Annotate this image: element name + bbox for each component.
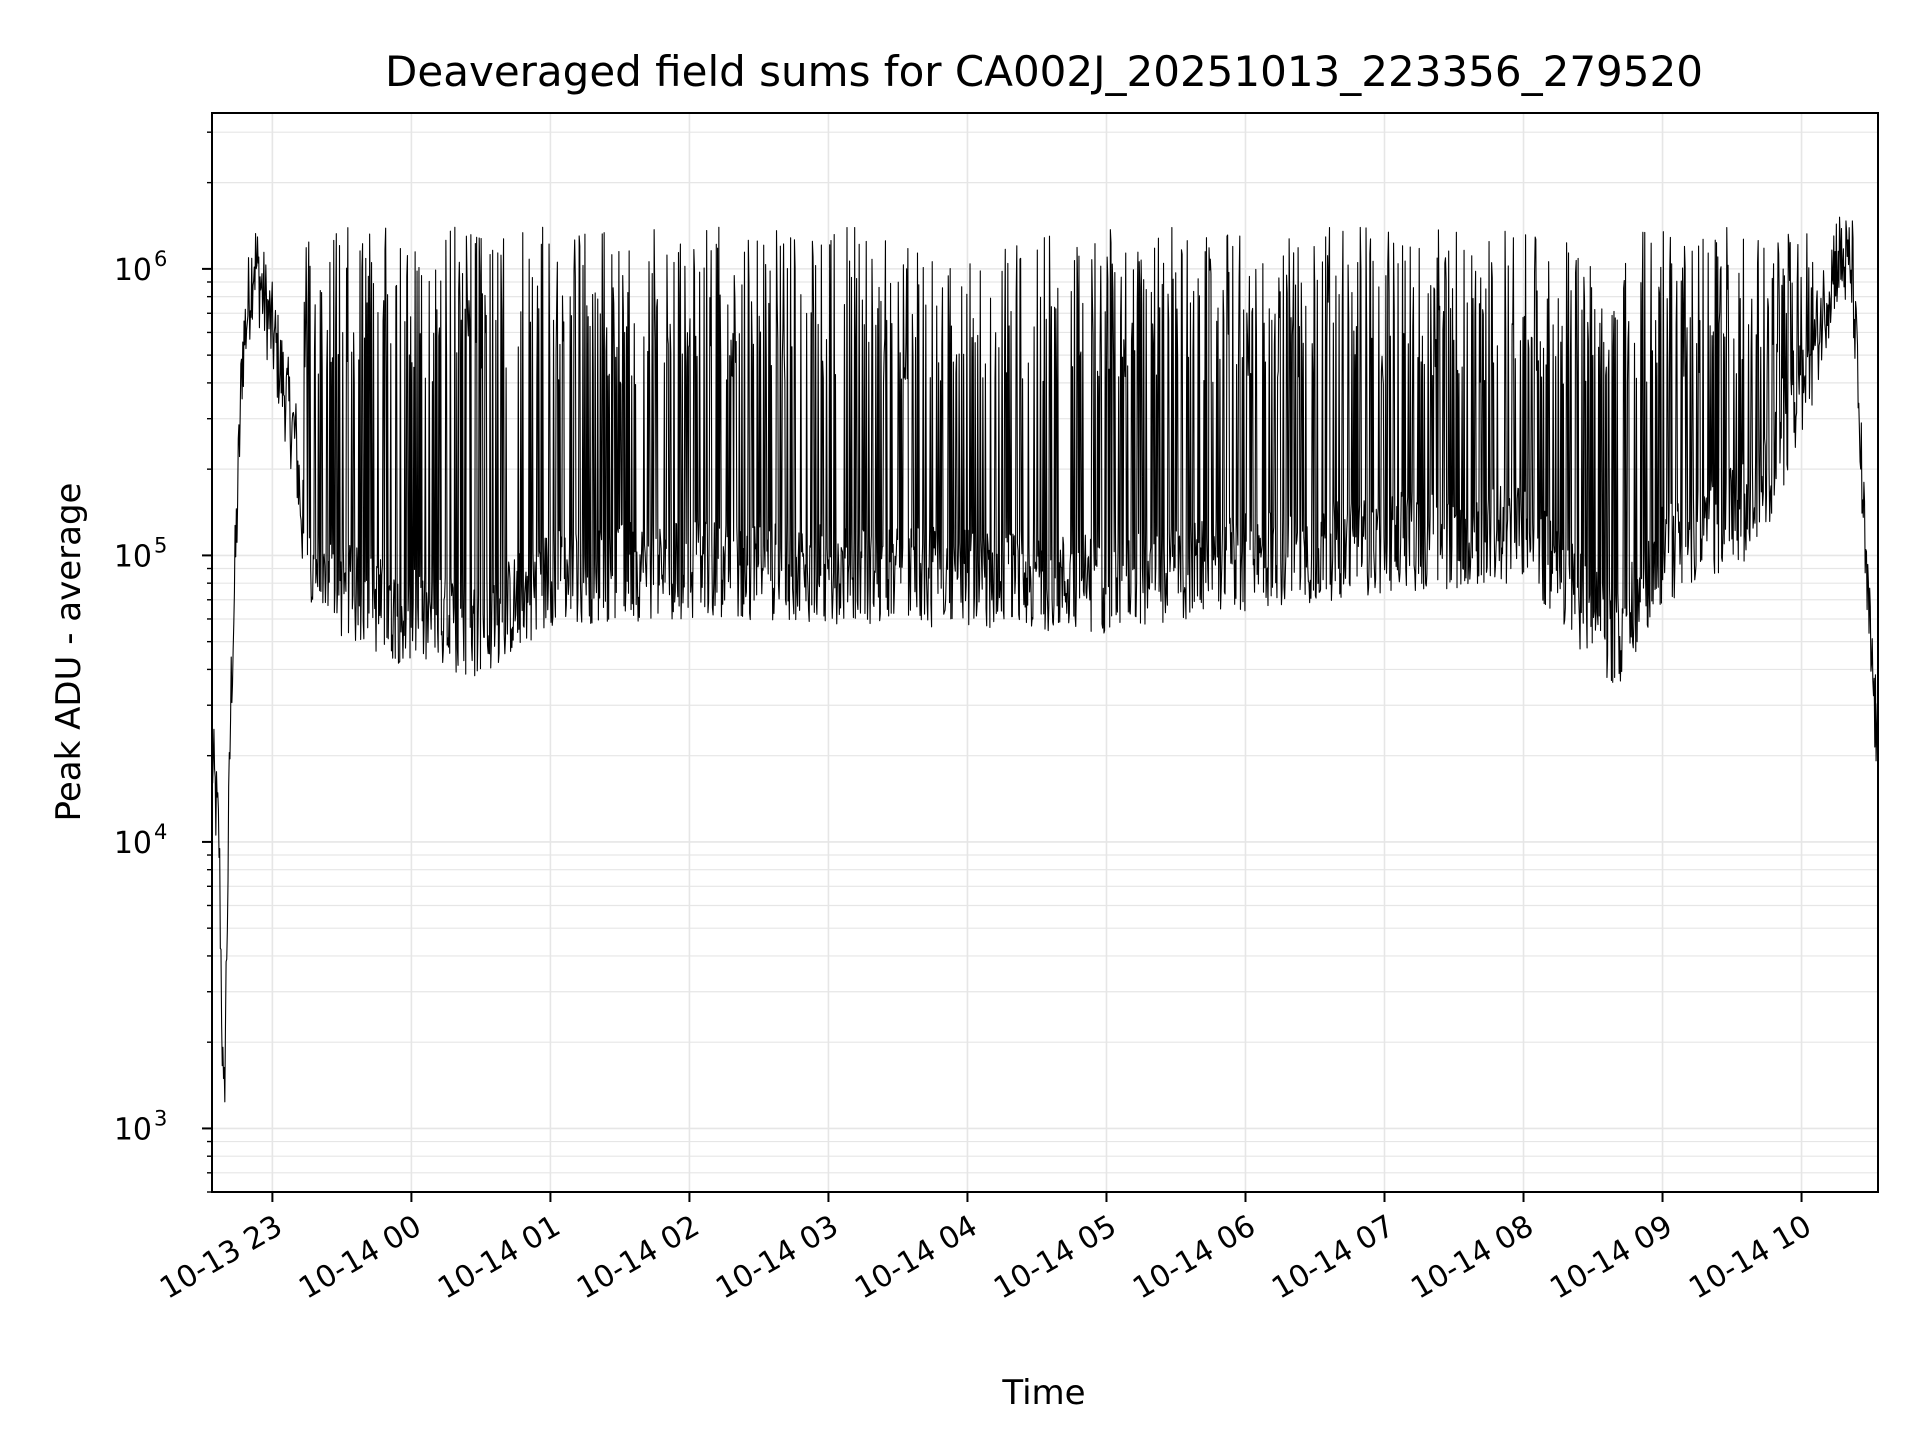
x-axis-label: Time bbox=[1001, 1373, 1085, 1413]
x-tick-label: 10-14 06 bbox=[1127, 1209, 1261, 1307]
y-tick-label: 10 bbox=[114, 826, 152, 861]
y-axis-label: Peak ADU - average bbox=[49, 483, 89, 822]
x-tick-label: 10-14 08 bbox=[1405, 1209, 1539, 1307]
grid bbox=[212, 113, 1878, 1193]
y-tick-label: 10 bbox=[114, 253, 152, 288]
y-tick-label-exponent: 4 bbox=[154, 820, 167, 844]
series bbox=[211, 216, 1879, 1103]
x-tick-label: 10-14 00 bbox=[293, 1209, 427, 1307]
x-tick-label: 10-14 09 bbox=[1544, 1209, 1678, 1307]
x-tick-label: 10-14 02 bbox=[571, 1209, 705, 1307]
chart-title: Deaveraged field sums for CA002J_2025101… bbox=[385, 47, 1703, 96]
x-axis: 10-13 23 10-14 00 10-14 01 10-14 02 10-14 03… bbox=[154, 1192, 1818, 1307]
y-tick-label-exponent: 6 bbox=[154, 247, 167, 271]
x-tick-label: 10-14 01 bbox=[432, 1209, 566, 1307]
x-tick-label: 10-14 04 bbox=[849, 1209, 983, 1307]
y-tick-label: 10 bbox=[114, 1112, 152, 1147]
x-tick-label: 10-14 07 bbox=[1266, 1209, 1400, 1307]
x-tick-label: 10-13 23 bbox=[154, 1209, 288, 1307]
series-line bbox=[211, 216, 1879, 1103]
plot-frame bbox=[211, 112, 1879, 1193]
y-tick-label-exponent: 3 bbox=[154, 1106, 167, 1130]
x-tick-label: 10-14 03 bbox=[710, 1209, 844, 1307]
y-tick-label-exponent: 5 bbox=[154, 533, 167, 557]
y-tick-label: 10 bbox=[114, 539, 152, 574]
x-tick-label: 10-14 10 bbox=[1683, 1209, 1817, 1307]
x-tick-label: 10-14 05 bbox=[988, 1209, 1122, 1307]
